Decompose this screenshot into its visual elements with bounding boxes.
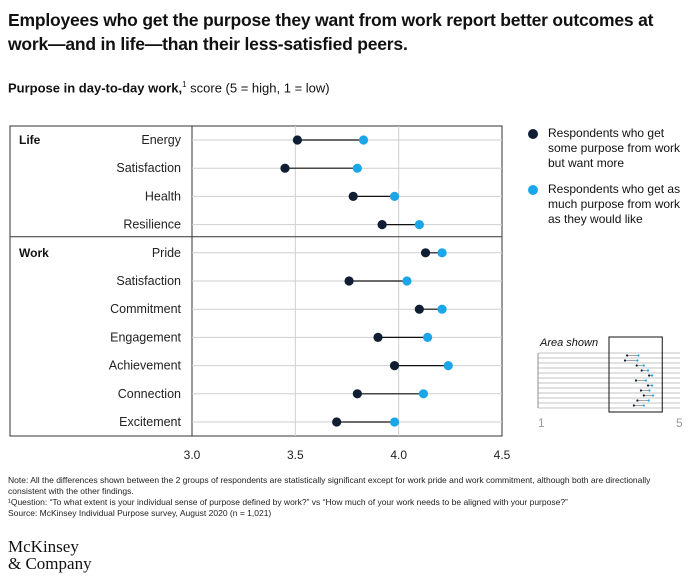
legend-label-full-purpose: Respondents who get as much purpose from…: [548, 182, 681, 226]
logo-line-2: & Company: [8, 554, 92, 573]
point-some-purpose: [344, 276, 354, 286]
mini-map-point-blue: [646, 369, 650, 372]
point-some-purpose: [352, 389, 362, 399]
point-full-purpose: [352, 163, 362, 173]
mini-map-point-dark: [636, 399, 639, 402]
mini-map-point-blue: [642, 364, 645, 367]
point-full-purpose: [423, 332, 433, 342]
point-full-purpose: [418, 389, 429, 399]
group-label-life: Life: [19, 133, 41, 147]
x-tick-label: 3.5: [287, 448, 304, 462]
mini-map-point-dark: [640, 369, 643, 372]
mini-map-point-dark: [632, 404, 635, 407]
x-tick-label: 3.0: [184, 448, 201, 462]
point-full-purpose: [443, 361, 453, 371]
mini-map-point-dark: [623, 359, 627, 362]
group-label-work: Work: [19, 246, 49, 260]
point-full-purpose: [414, 220, 424, 230]
mini-map-point-blue: [651, 394, 655, 397]
chart-title: Employees who get the purpose they want …: [8, 10, 654, 54]
point-some-purpose: [280, 163, 290, 173]
category-label: Energy: [141, 133, 181, 147]
mini-map-point-blue: [650, 384, 654, 387]
mini-map-point-dark: [639, 389, 643, 392]
mini-map-point-blue: [647, 399, 650, 402]
mini-map-min: 1: [538, 416, 545, 430]
point-some-purpose: [373, 332, 383, 342]
x-tick-label: 4.5: [494, 448, 511, 462]
point-some-purpose: [292, 135, 302, 145]
point-full-purpose: [437, 304, 447, 314]
note-source: Source: McKinsey Individual Purpose surv…: [8, 508, 272, 518]
mini-map-point-blue: [637, 354, 640, 357]
point-full-purpose: [402, 276, 412, 286]
point-some-purpose: [377, 220, 387, 230]
category-label: Connection: [118, 387, 181, 401]
legend-dot-dark: [528, 129, 538, 139]
point-full-purpose: [389, 417, 400, 427]
mckinsey-logo: McKinsey & Company: [8, 538, 92, 572]
mini-map-point-dark: [648, 374, 651, 377]
mini-map-label: Area shown: [540, 337, 599, 349]
category-label: Achievement: [109, 359, 182, 373]
category-label: Satisfaction: [116, 161, 181, 175]
point-some-purpose: [414, 304, 424, 314]
x-tick-label: 4.0: [390, 448, 407, 462]
note-question: ¹Question: “To what extent is your indiv…: [8, 497, 568, 507]
point-some-purpose: [332, 417, 342, 427]
footnotes: Note: All the differences shown between …: [8, 475, 688, 519]
mini-map-point-dark: [634, 379, 638, 382]
mini-map-point-dark: [646, 384, 650, 387]
mini-map-point-blue: [636, 359, 639, 362]
category-label: Pride: [152, 246, 181, 260]
point-some-purpose: [348, 191, 358, 201]
mini-map-point-dark: [626, 354, 629, 357]
category-label: Commitment: [110, 302, 181, 316]
legend-label-some-purpose: Respondents who get some purpose from wo…: [548, 126, 681, 170]
mini-map-point-blue: [648, 389, 651, 392]
point-full-purpose: [358, 135, 369, 145]
subtitle-bold: Purpose in day-to-day work,: [8, 80, 183, 96]
category-label: Resilience: [123, 218, 181, 232]
category-label: Excitement: [119, 415, 181, 429]
mini-map-max: 5: [676, 416, 683, 430]
mini-map-highlight-box: [608, 336, 663, 413]
chart-subtitle: Purpose in day-to-day work,1 score (5 = …: [8, 80, 330, 95]
subtitle-footnote-mark: 1: [182, 80, 187, 89]
mini-map-point-dark: [635, 364, 638, 367]
mini-map-point-blue: [650, 374, 654, 377]
category-label: Satisfaction: [116, 274, 181, 288]
mini-map-point-dark: [642, 394, 645, 397]
category-label: Health: [145, 189, 181, 203]
mini-map-point-blue: [644, 379, 648, 382]
subtitle-rest: score (5 = high, 1 = low): [186, 80, 330, 96]
legend-dot-blue: [528, 185, 538, 195]
point-some-purpose: [420, 248, 431, 258]
category-label: Engagement: [110, 330, 181, 344]
point-full-purpose: [437, 248, 447, 258]
note-significance: Note: All the differences shown between …: [8, 475, 651, 496]
mini-map-point-blue: [642, 404, 645, 407]
point-full-purpose: [389, 191, 400, 201]
point-some-purpose: [389, 361, 400, 371]
logo-line-1: McKinsey: [8, 537, 79, 556]
